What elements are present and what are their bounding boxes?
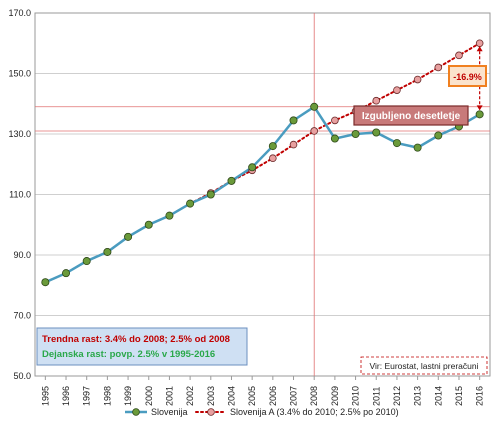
gap-arrow-head-down: [476, 105, 483, 111]
point-slovenija-a: [331, 116, 339, 125]
x-tick-label: 2009: [330, 386, 340, 406]
point-slovenija: [434, 131, 443, 140]
point-slovenija: [186, 199, 195, 208]
legend-label-slovenija: Slovenija: [151, 407, 188, 417]
x-tick-label: 1996: [61, 386, 71, 406]
point-slovenija: [413, 143, 422, 152]
point-slovenija-a: [393, 86, 401, 94]
y-tick-label: 70.0: [13, 311, 31, 321]
legend-swatch-marker-slovenija: [132, 408, 140, 416]
point-slovenija: [227, 176, 236, 185]
gap-label: -16.9%: [453, 72, 482, 82]
legend-layer: Slovenija Slovenija A (3.4% do 2010; 2.5%…: [125, 407, 399, 417]
gap-arrow-head-up: [476, 46, 483, 52]
x-tick-label: 2000: [144, 386, 154, 406]
x-tick-label: 2002: [185, 386, 195, 406]
point-slovenija: [351, 129, 360, 138]
point-slovenija: [248, 163, 257, 172]
x-tick-label: 1999: [123, 386, 133, 406]
point-slovenija: [372, 128, 381, 137]
x-tick-label: 2015: [454, 386, 464, 406]
series-layer: [41, 39, 484, 287]
x-tick-label: 1998: [102, 386, 112, 406]
source-box: [360, 356, 488, 375]
point-slovenija: [144, 220, 153, 229]
x-tick-label: 2001: [164, 386, 174, 406]
y-tick-label: 50.0: [13, 371, 31, 381]
point-slovenija-a: [310, 127, 319, 135]
x-tick-label: 2011: [371, 387, 381, 406]
point-slovenija: [103, 247, 112, 256]
point-slovenija-a: [434, 63, 443, 72]
point-slovenija: [124, 232, 133, 241]
point-slovenija: [475, 110, 484, 119]
annotation-layer: Izgubljeno desetletje -16.9% Trendna rast:…: [36, 46, 488, 375]
x-tick-label: 2003: [206, 386, 216, 406]
legend-label-slovenija-a: Slovenija A (3.4% do 2010; 2.5% po 2010): [230, 407, 399, 417]
point-slovenija: [41, 278, 50, 287]
y-tick-label: 150.0: [8, 69, 31, 79]
y-tick-label: 130.0: [8, 129, 31, 139]
point-slovenija: [392, 139, 401, 148]
point-slovenija-a: [372, 96, 381, 105]
x-tick-label: 1997: [82, 386, 92, 406]
x-tick-label: 1995: [40, 386, 50, 406]
point-slovenija: [330, 134, 339, 143]
lost-decade-box: [353, 105, 469, 126]
source-text: Vir: Eurostat, lastni preračuni: [370, 361, 479, 371]
x-tick-label: 2013: [413, 386, 423, 406]
point-slovenija: [268, 142, 277, 151]
plot-frame: [34, 12, 491, 377]
legend-swatch-marker-slovenija-a: [207, 408, 215, 416]
x-tick-label: 2006: [268, 386, 278, 406]
point-slovenija: [310, 102, 319, 111]
y-tick-label: 110.0: [9, 190, 31, 200]
point-slovenija: [206, 190, 215, 199]
point-slovenija: [289, 116, 298, 125]
y-tick-label: 170.0: [8, 8, 31, 18]
x-tick-label: 2016: [475, 386, 485, 406]
point-slovenija-a: [289, 140, 298, 149]
point-slovenija-a: [455, 51, 463, 60]
gap-box: [448, 65, 487, 87]
trend-growth-text: Trendna rast: 3.4% do 2008; 2.5% od 2008: [42, 334, 230, 345]
point-slovenija-a: [475, 39, 484, 48]
actual-growth-text: Dejanska rast: povp. 2.5% v 1995-2016: [42, 349, 215, 360]
x-tick-label: 2010: [351, 386, 361, 406]
x-tick-label: 2007: [289, 386, 299, 406]
y-tick-label: 90.0: [13, 250, 31, 260]
x-tick-label: 2008: [309, 386, 319, 406]
point-slovenija-a: [269, 154, 277, 163]
series-line-slovenija: [44, 105, 481, 284]
lost-decade-label: Izgubljeno desetletje: [362, 111, 461, 122]
growth-info-box: [36, 327, 248, 366]
point-slovenija: [82, 257, 91, 266]
x-tick-label: 2005: [247, 386, 257, 406]
point-slovenija: [165, 211, 174, 220]
x-tick-label: 2014: [433, 386, 443, 406]
axis-layer: 50.0 70.0 90.0 110.0 130.0 150.0 170.0 1995 1996…: [8, 8, 491, 406]
point-slovenija-a: [413, 75, 422, 84]
point-slovenija: [62, 269, 71, 278]
x-tick-label: 2004: [226, 386, 236, 406]
x-tick-label: 2012: [392, 386, 402, 406]
